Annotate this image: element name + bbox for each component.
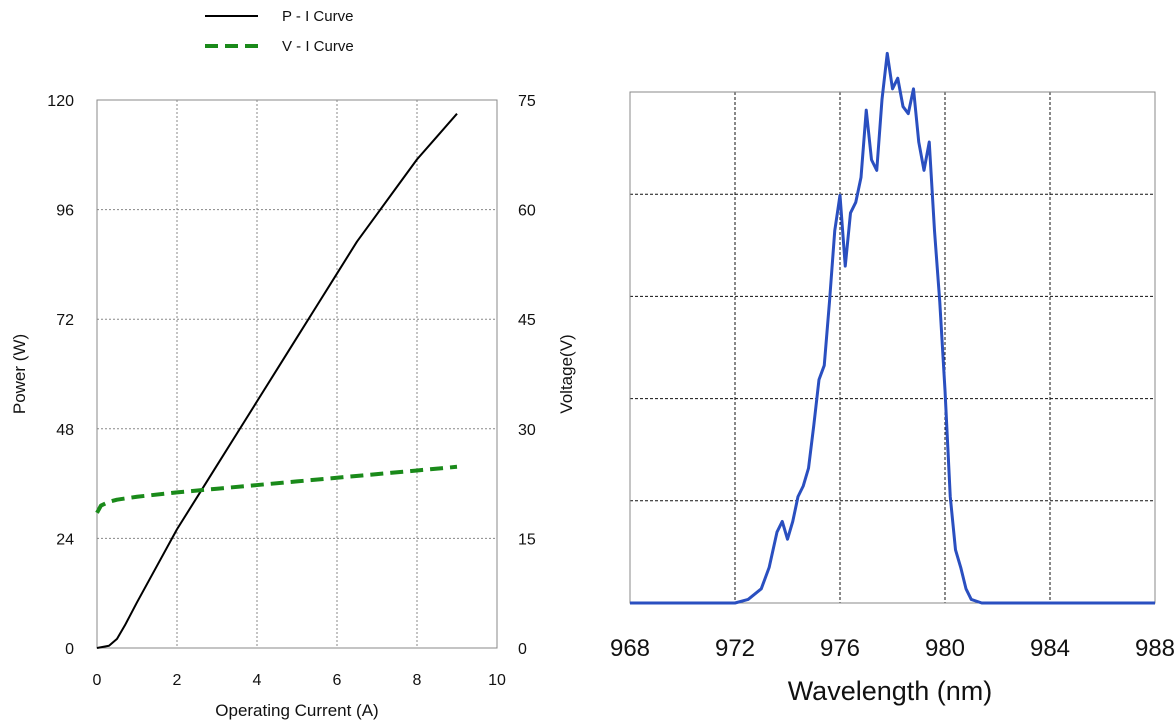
left-gridlines	[97, 100, 497, 648]
left-y-tick: 0	[65, 641, 74, 658]
right-y-tick: 60	[518, 203, 536, 220]
left-y-tick: 72	[56, 312, 74, 329]
right-y-tick: 30	[518, 422, 536, 439]
right-x-axis-label: Wavelength (nm)	[788, 676, 993, 706]
right-y-tick-labels: 0 15 30 45 60 75	[518, 93, 536, 658]
left-y-tick: 96	[56, 203, 74, 220]
right-series	[630, 51, 1155, 605]
legend-label-vi: V - I Curve	[282, 38, 354, 55]
right-x-tick: 984	[1030, 635, 1070, 662]
left-x-tick: 2	[173, 672, 182, 689]
left-x-tick: 10	[488, 672, 506, 689]
left-plot-frame	[96, 99, 498, 649]
right-x-tick: 988	[1135, 635, 1175, 662]
right-x-tick: 972	[715, 635, 755, 662]
left-x-tick: 8	[413, 672, 422, 689]
right-x-tick: 980	[925, 635, 965, 662]
pi-curve-line	[96, 113, 458, 649]
right-y-tick: 0	[518, 641, 527, 658]
left-x-tick: 4	[253, 672, 262, 689]
right-gridlines	[630, 92, 1155, 603]
left-x-axis-label: Operating Current (A)	[215, 701, 378, 720]
vi-curve-line	[95, 464, 458, 514]
right-plot-frame	[629, 91, 1156, 604]
right-y-tick: 15	[518, 531, 536, 548]
right-y-axis-label: Voltage(V)	[557, 334, 576, 413]
right-x-tick: 968	[610, 635, 650, 662]
left-y-tick-labels: 0 24 48 72 96 120	[47, 93, 74, 658]
left-y-tick: 48	[56, 422, 74, 439]
left-x-tick: 0	[93, 672, 102, 689]
right-x-tick-labels: 968 972 976 980 984 988	[610, 635, 1175, 662]
right-y-tick: 75	[518, 93, 536, 110]
left-y-tick: 24	[56, 531, 74, 548]
spectrum-chart: 968 972 976 980 984 988 Wavelength (nm)	[610, 51, 1175, 706]
legend: P - I Curve V - I Curve	[205, 8, 354, 55]
left-y-tick: 120	[47, 93, 74, 110]
left-series	[95, 113, 458, 649]
legend-label-pi: P - I Curve	[282, 8, 353, 25]
left-x-tick: 6	[333, 672, 342, 689]
spectrum-line	[630, 51, 1155, 605]
left-y-axis-label: Power (W)	[10, 334, 29, 414]
right-y-tick: 45	[518, 312, 536, 329]
right-x-tick: 976	[820, 635, 860, 662]
left-x-tick-labels: 0 2 4 6 8 10	[93, 672, 506, 689]
